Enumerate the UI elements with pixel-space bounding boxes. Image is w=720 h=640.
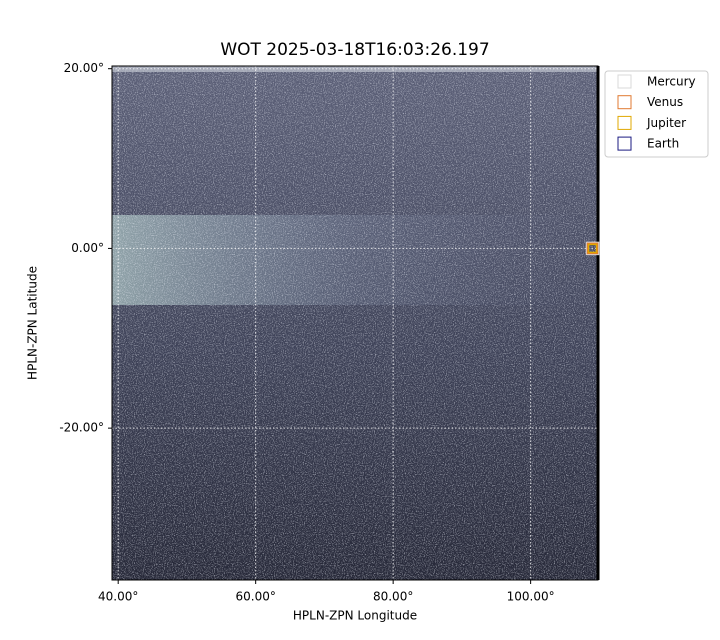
x-tick-label: 60.00° [235, 590, 275, 604]
y-tick-label: 0.00° [71, 241, 104, 255]
legend-swatch [617, 136, 632, 151]
x-tick-label: 80.00° [373, 590, 413, 604]
legend-label: Jupiter [646, 116, 686, 130]
image [112, 66, 598, 580]
y-tick-label: -20.00° [59, 421, 104, 435]
x-tick-label: 40.00° [98, 590, 138, 604]
grid [112, 66, 598, 580]
chart-title: WOT 2025-03-18T16:03:26.197 [220, 40, 489, 60]
y-axis-label: HPLN-ZPN Latitude [26, 266, 40, 380]
planet-marker [585, 241, 600, 256]
legend-label: Mercury [647, 75, 696, 89]
legend [604, 70, 709, 158]
planet-marker [587, 243, 598, 254]
legend-label: Earth [647, 137, 679, 151]
legend-swatch [617, 95, 632, 110]
y-tick-label: 20.00° [64, 61, 104, 75]
legend-swatch [617, 74, 632, 89]
planet-marker [586, 242, 599, 255]
x-tick-label: 100.00° [507, 590, 555, 604]
legend-label: Venus [647, 95, 683, 109]
legend-swatch [617, 115, 632, 130]
x-axis-label: HPLN-ZPN Longitude [293, 609, 417, 623]
